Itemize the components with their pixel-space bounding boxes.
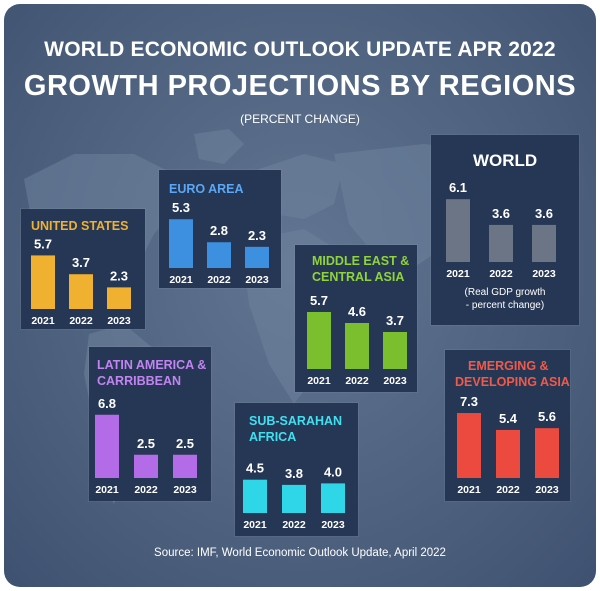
- bar-2022: [207, 242, 231, 268]
- value-label: 3.7: [72, 255, 90, 270]
- bar-2023: [321, 483, 345, 513]
- bar-2021: [457, 413, 481, 478]
- bar-2023: [383, 332, 407, 369]
- value-label: 3.6: [535, 206, 553, 221]
- category-label: 2021: [243, 519, 267, 531]
- category-label: 2022: [496, 484, 520, 496]
- category-label: 2022: [282, 519, 306, 531]
- bar-2022: [134, 454, 158, 478]
- value-label: 4.6: [348, 304, 366, 319]
- value-label: 3.7: [386, 313, 404, 328]
- category-label: 2023: [321, 519, 345, 531]
- world-note-line-2: - percent change): [465, 300, 545, 311]
- category-label: 2021: [446, 268, 470, 280]
- panel-title-line-1: MIDDLE EAST &: [312, 254, 410, 268]
- bar-2021: [31, 255, 55, 309]
- bar-2023: [107, 287, 131, 309]
- panel-title-line-1: LATIN AMERICA &: [97, 358, 207, 372]
- category-label: 2022: [489, 268, 513, 280]
- panel-euro-area: EURO AREA 5.3 2021 2.8 2022 2.3 2023: [159, 170, 281, 288]
- value-label: 6.8: [98, 396, 116, 411]
- chart-euro-area: 5.3 2021 2.8 2022 2.3 2023: [169, 200, 269, 286]
- bar-2022: [489, 224, 513, 262]
- value-label: 4.5: [246, 461, 264, 476]
- panel-title: WORLD: [473, 151, 538, 170]
- panel-title-line-1: SUB-SARAHAN: [249, 414, 343, 428]
- chart-united-states: 5.7 2021 3.7 2022 2.3 2023: [31, 236, 131, 327]
- bar-2021: [169, 219, 193, 268]
- bar-2022: [282, 484, 306, 513]
- panel-title: EURO AREA: [169, 182, 244, 196]
- subtitle: (PERCENT CHANGE): [240, 112, 360, 126]
- bar-2022: [345, 323, 369, 369]
- value-label: 4.0: [324, 464, 342, 479]
- infographic-frame: WORLD ECONOMIC OUTLOOK UPDATE APR 2022 G…: [4, 4, 596, 587]
- bar-2023: [535, 428, 559, 478]
- chart-emerging-developing-asia: 7.3 2021 5.4 2022 5.6 2023: [457, 394, 559, 496]
- title-line-2: GROWTH PROJECTIONS BY REGIONS: [23, 70, 577, 102]
- panel-latin-america-carribbean: LATIN AMERICA & CARRIBBEAN 6.8 2021 2.5 202…: [89, 347, 211, 501]
- panel-world: WORLD 6.1 2021 3.6 2022 3.6 2023 (Real GDP gr…: [431, 135, 579, 325]
- value-label: 3.6: [492, 206, 510, 221]
- value-label: 7.3: [460, 394, 478, 409]
- category-label: 2021: [31, 315, 55, 327]
- value-label: 5.6: [538, 409, 556, 424]
- chart-world: 6.1 2021 3.6 2022 3.6 2023: [446, 180, 556, 280]
- bar-2022: [69, 274, 93, 309]
- value-label: 5.3: [172, 200, 190, 215]
- panel-title-line-2: CARRIBBEAN: [97, 374, 182, 388]
- panel-emerging-developing-asia: EMERGING & DEVELOPING ASIA 7.3 2021 5.4 202…: [445, 350, 570, 501]
- title-line-1: WORLD ECONOMIC OUTLOOK UPDATE APR 2022: [44, 38, 556, 61]
- category-label: 2021: [169, 274, 193, 286]
- value-label: 2.5: [137, 436, 155, 451]
- value-label: 3.8: [285, 466, 303, 481]
- value-label: 2.8: [210, 223, 228, 238]
- panel-title: UNITED STATES: [31, 219, 129, 233]
- value-label: 2.3: [248, 228, 266, 243]
- panel-united-states: UNITED STATES 5.7 2021 3.7 2022 2.3 2023: [21, 209, 145, 329]
- category-label: 2023: [535, 484, 559, 496]
- value-label: 6.1: [449, 180, 467, 195]
- panel-title-line-2: CENTRAL ASIA: [312, 270, 405, 284]
- category-label: 2023: [245, 274, 269, 286]
- category-label: 2021: [457, 484, 481, 496]
- bar-2021: [243, 479, 267, 513]
- bar-2021: [95, 414, 119, 478]
- category-label: 2023: [173, 484, 197, 496]
- category-label: 2023: [532, 268, 556, 280]
- chart-middle-east-central-asia: 5.7 2021 4.6 2022 3.7 2023: [307, 293, 407, 387]
- value-label: 2.5: [176, 436, 194, 451]
- bar-2021: [446, 199, 470, 262]
- category-label: 2023: [107, 315, 131, 327]
- category-label: 2021: [307, 375, 331, 387]
- value-label: 5.7: [310, 293, 328, 308]
- panel-title-line-2: DEVELOPING ASIA: [455, 375, 570, 389]
- panel-middle-east-central-asia: MIDDLE EAST & CENTRAL ASIA 5.7 2021 4.6 202…: [295, 245, 417, 392]
- category-label: 2022: [69, 315, 93, 327]
- panel-title-line-2: AFRICA: [249, 430, 297, 444]
- value-label: 5.7: [34, 236, 52, 251]
- value-label: 2.3: [110, 268, 128, 283]
- bar-2023: [245, 246, 269, 268]
- source-note: Source: IMF, World Economic Outlook Upda…: [154, 547, 446, 559]
- category-label: 2023: [383, 375, 407, 387]
- category-label: 2022: [134, 484, 158, 496]
- value-label: 5.4: [499, 411, 518, 426]
- category-label: 2021: [95, 484, 119, 496]
- chart-sub-sarahan-africa: 4.5 2021 3.8 2022 4.0 2023: [243, 461, 345, 531]
- panel-sub-sarahan-africa: SUB-SARAHAN AFRICA 4.5 2021 3.8 2022 4.0 2023: [235, 403, 358, 536]
- panel-title-line-1: EMERGING &: [468, 359, 549, 373]
- world-note-line-1: (Real GDP growth: [464, 287, 546, 298]
- bar-2021: [307, 312, 331, 369]
- chart-latin-america-carribbean: 6.8 2021 2.5 2022 2.5 2023: [95, 396, 197, 496]
- bar-2023: [173, 454, 197, 478]
- category-label: 2022: [207, 274, 231, 286]
- bar-2022: [496, 429, 520, 478]
- bar-2023: [532, 224, 556, 262]
- category-label: 2022: [345, 375, 369, 387]
